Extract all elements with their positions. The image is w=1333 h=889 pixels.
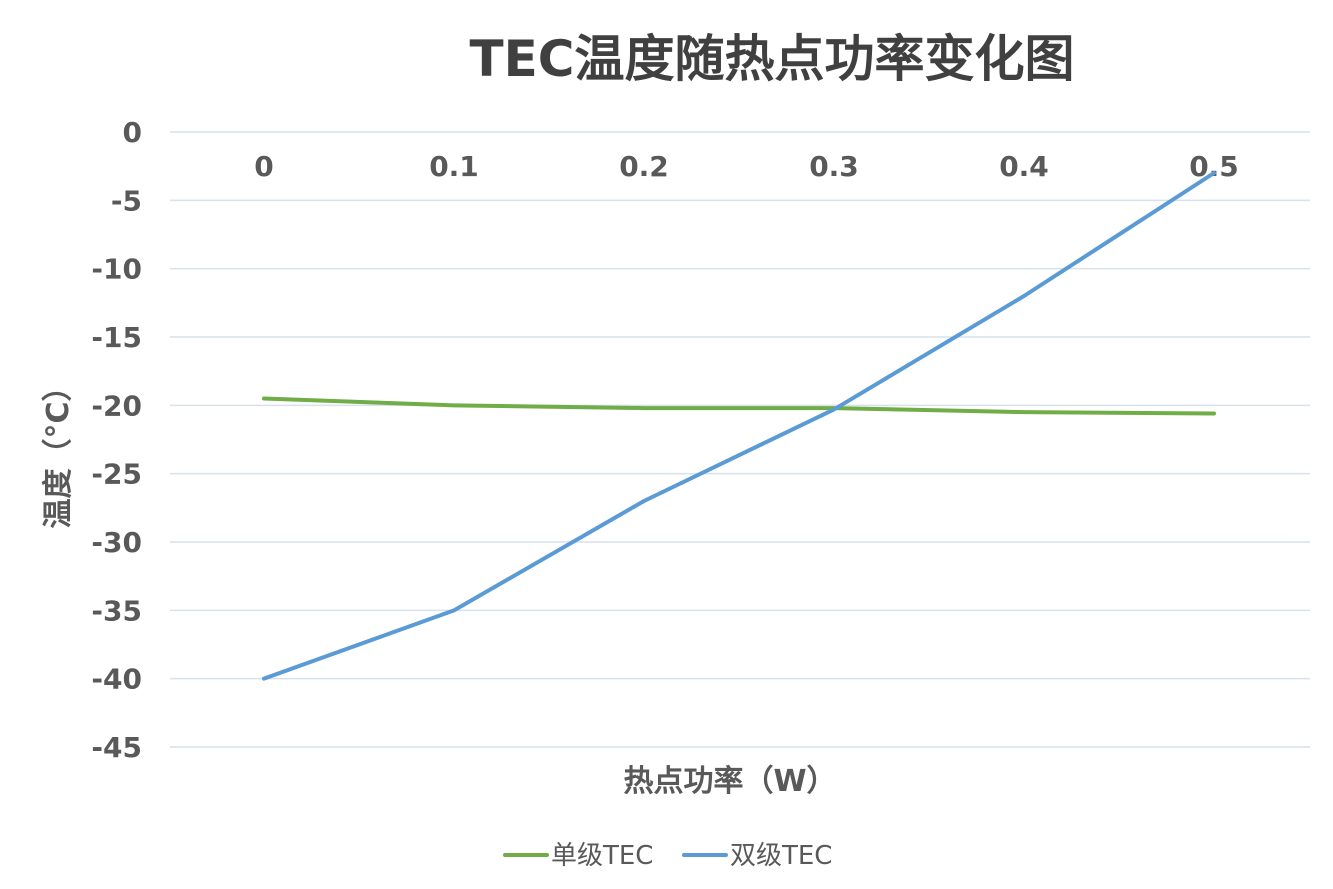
legend-label: 双级TEC (730, 841, 832, 871)
chart-title: TEC温度随热点功率变化图 (470, 30, 1075, 88)
y-axis-ticks: 0 -5 -10 -15 -20 -25 -30 -35 -40 -45 (91, 116, 142, 764)
y-tick-label: -30 (91, 526, 142, 559)
x-tick-label: 0 (254, 150, 273, 183)
x-tick-label: 0.1 (429, 150, 479, 183)
series-line (262, 396, 1216, 416)
y-tick-label: -25 (91, 458, 142, 491)
series-line (262, 171, 1216, 681)
y-tick-label: -40 (91, 663, 142, 696)
x-tick-label: 0.3 (809, 150, 859, 183)
y-tick-label: -35 (91, 594, 142, 627)
x-tick-label: 0.4 (999, 150, 1049, 183)
y-tick-label: -45 (91, 731, 142, 764)
y-axis-title: 温度（°C） (41, 371, 76, 528)
x-tick-label: 0.5 (1189, 150, 1239, 183)
y-tick-label: -20 (91, 389, 142, 422)
legend: 单级TEC 双级TEC (503, 841, 832, 871)
y-tick-label: -10 (91, 253, 142, 286)
y-tick-label: -15 (91, 321, 142, 354)
y-tick-label: 0 (123, 116, 142, 149)
x-tick-label: 0.2 (619, 150, 669, 183)
y-tick-label: -5 (111, 184, 142, 217)
x-axis-ticks: 0 0.1 0.2 0.3 0.4 0.5 (254, 150, 1239, 183)
series-lines (262, 171, 1216, 681)
gridlines (170, 131, 1310, 748)
x-axis-title: 热点功率（W） (623, 764, 836, 799)
legend-label: 单级TEC (551, 841, 653, 871)
